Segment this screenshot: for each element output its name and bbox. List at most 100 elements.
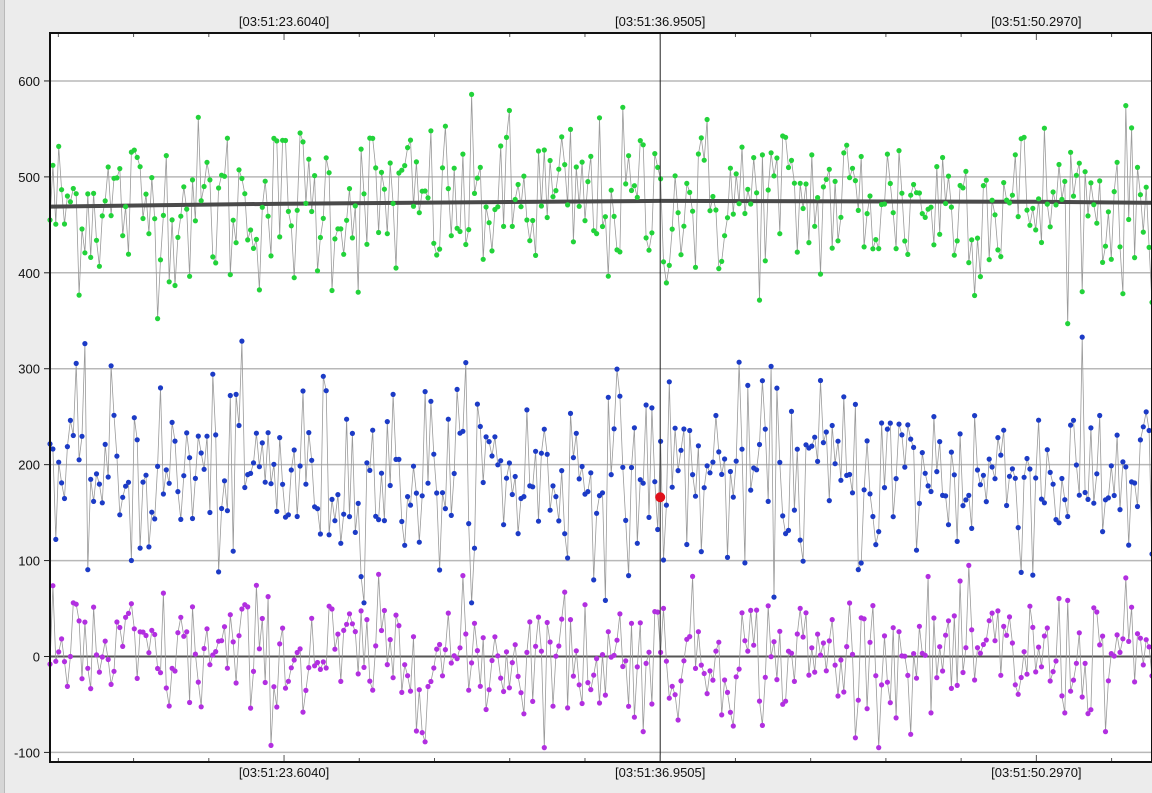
data-point-blue (332, 518, 338, 524)
data-point-purple (466, 687, 472, 693)
data-point-blue (361, 600, 367, 606)
data-point-blue (1065, 513, 1071, 520)
data-point-blue (559, 468, 565, 474)
data-point-purple (67, 653, 73, 660)
data-point-blue (585, 489, 591, 495)
data-point-blue (727, 468, 734, 475)
data-point-blue (1050, 481, 1056, 487)
data-point-blue (524, 407, 530, 413)
data-point-blue (1140, 424, 1146, 430)
data-point-blue (756, 441, 763, 448)
data-point-blue (1079, 334, 1085, 340)
data-point-purple (954, 682, 960, 689)
data-point-blue (707, 470, 713, 476)
data-point-green (317, 234, 323, 241)
data-point-purple (1056, 595, 1062, 602)
data-point-purple (230, 639, 236, 645)
data-point-blue (364, 460, 370, 466)
data-point-blue (562, 531, 568, 537)
data-point-purple (876, 745, 882, 751)
data-point-blue (376, 517, 382, 523)
cursor-marker[interactable] (655, 492, 666, 503)
data-point-blue (864, 438, 870, 444)
data-point-green (806, 240, 812, 246)
data-point-blue (73, 360, 79, 366)
data-point-blue (928, 488, 934, 495)
data-point-blue (463, 360, 469, 366)
data-point-green (660, 259, 667, 265)
data-point-purple (727, 709, 734, 715)
x-tick-label-bottom: [03:51:36.9505] (615, 765, 705, 780)
data-point-blue (224, 508, 230, 514)
data-point-blue (201, 466, 207, 472)
data-point-green (262, 178, 268, 184)
data-point-blue (349, 430, 355, 436)
data-point-green (1117, 244, 1123, 250)
data-point-green (1111, 189, 1117, 195)
data-point-blue (1091, 500, 1097, 506)
data-point-green (1015, 214, 1021, 220)
data-point-purple (166, 703, 172, 709)
data-point-blue (320, 373, 326, 379)
data-point-blue (1085, 496, 1091, 502)
data-point-blue (817, 377, 824, 384)
data-point-green (1030, 205, 1036, 211)
data-point-purple (1097, 642, 1103, 648)
data-point-green (541, 147, 547, 153)
data-point-green (355, 289, 361, 295)
data-point-purple (602, 692, 609, 698)
data-point-blue (402, 542, 408, 548)
data-point-purple (143, 632, 149, 639)
data-point-green (1097, 178, 1103, 184)
data-point-green (596, 115, 603, 121)
data-point-green (498, 143, 504, 149)
data-point-green (93, 237, 100, 243)
data-point-purple (221, 624, 228, 630)
data-point-purple (471, 620, 478, 626)
data-point-green (329, 287, 335, 294)
data-point-blue (544, 451, 550, 457)
y-tick-label: 100 (18, 554, 40, 569)
data-point-green (428, 128, 434, 134)
data-point-green (521, 173, 527, 179)
data-point-green (847, 175, 853, 181)
data-point-green (160, 212, 166, 218)
data-point-blue (419, 493, 425, 499)
data-point-green (381, 186, 387, 192)
data-point-blue (992, 476, 998, 482)
data-point-green (858, 153, 864, 160)
data-point-green (460, 151, 466, 157)
data-point-purple (204, 626, 210, 632)
data-point-blue (480, 479, 486, 486)
data-point-purple (634, 664, 640, 670)
data-point-purple (908, 731, 914, 737)
data-point-green (902, 238, 908, 244)
data-point-blue (742, 560, 748, 566)
data-point-blue (934, 469, 940, 475)
data-point-green (1102, 243, 1109, 249)
data-point-purple (280, 625, 286, 631)
data-point-purple (1001, 623, 1007, 630)
data-point-purple (983, 637, 989, 643)
data-point-blue (67, 417, 73, 423)
data-point-blue (329, 496, 335, 502)
data-point-purple (585, 680, 591, 686)
data-point-purple (884, 679, 891, 685)
data-point-green (893, 246, 899, 252)
data-point-green (99, 213, 105, 219)
data-point-purple (245, 604, 251, 610)
data-point-green (803, 181, 809, 187)
data-point-green (489, 248, 495, 254)
data-point-blue (111, 412, 117, 418)
data-point-green (288, 223, 294, 229)
data-point-purple (236, 633, 242, 639)
data-point-purple (931, 615, 937, 621)
data-point-blue (445, 416, 451, 422)
data-point-blue (550, 483, 556, 489)
data-point-green (855, 207, 861, 213)
data-point-blue (861, 487, 867, 493)
cursor-layer[interactable] (655, 33, 666, 762)
data-point-green (931, 242, 937, 248)
data-point-green (794, 249, 800, 255)
